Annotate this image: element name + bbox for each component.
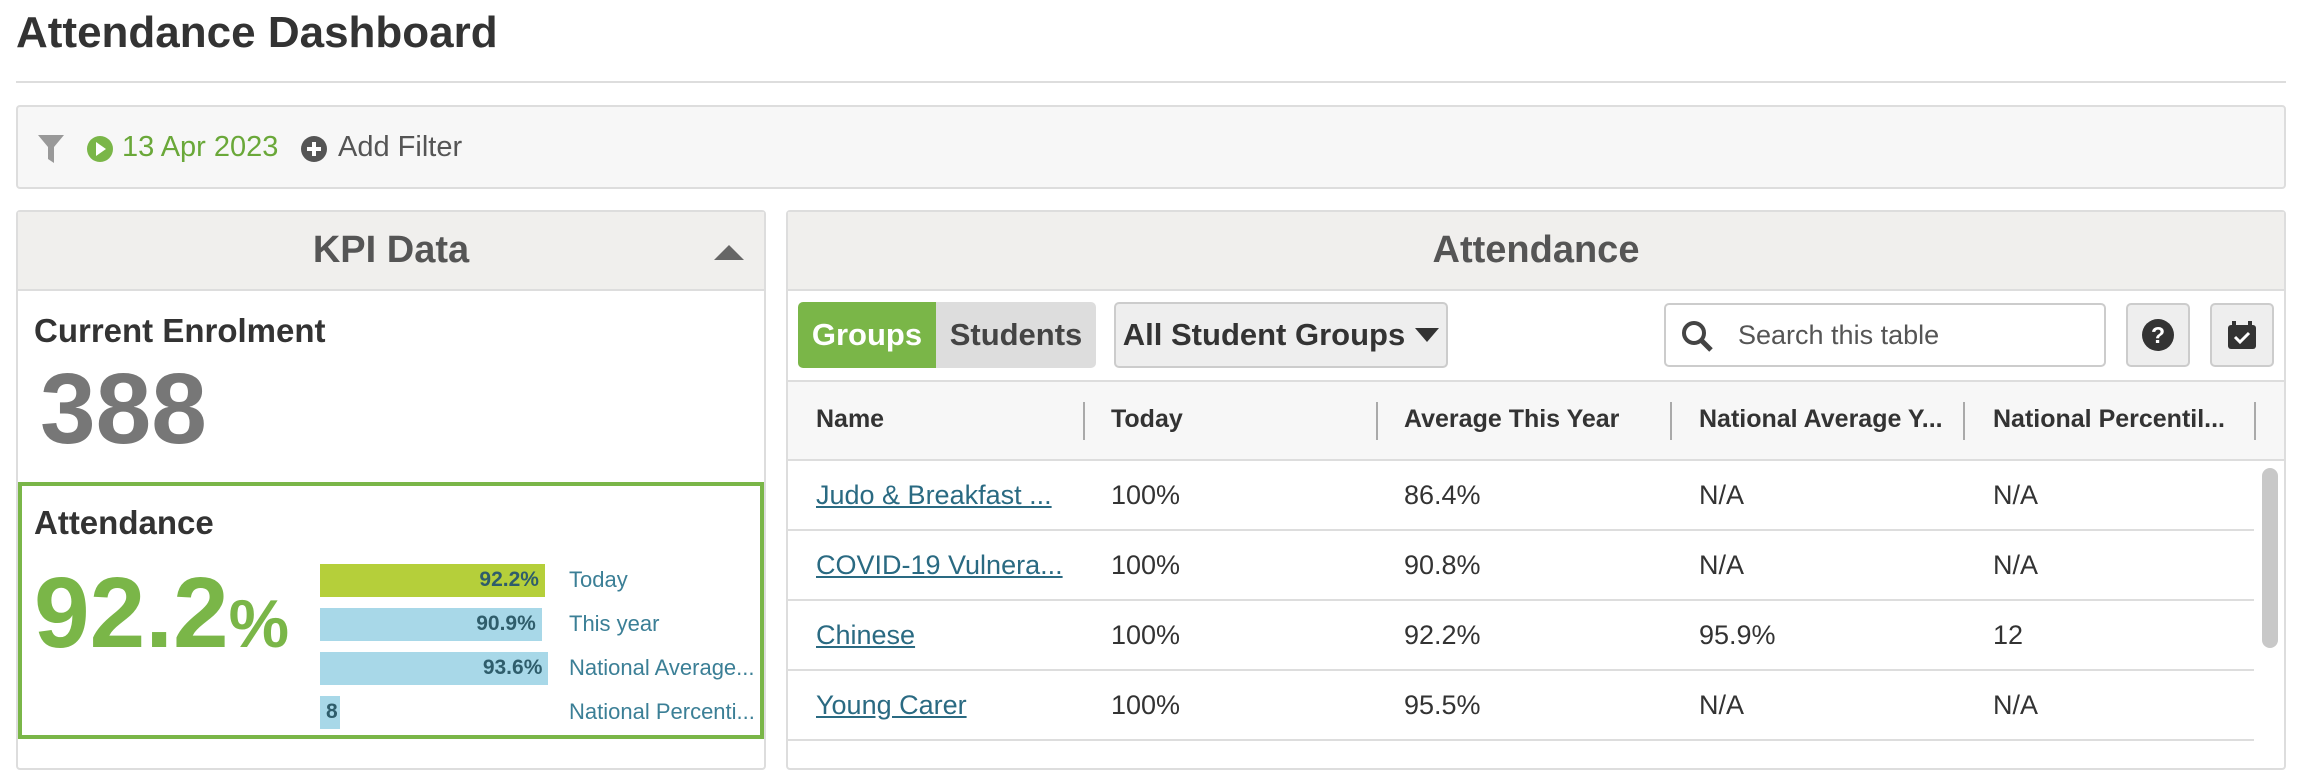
table-cell: 12 xyxy=(1993,620,2024,650)
column-separator xyxy=(2254,402,2256,440)
calendar-button[interactable] xyxy=(2210,303,2274,367)
kpi-bar-label: This year xyxy=(569,611,660,636)
svg-text:?: ? xyxy=(2151,322,2165,348)
filter-bar: 13 Apr 2023 Add Filter xyxy=(16,105,2286,189)
attendance-label: Attendance xyxy=(34,504,214,541)
table-row: COVID-19 Vulnera... 100% 90.8% N/A N/A xyxy=(788,531,2254,601)
help-button[interactable]: ? xyxy=(2126,303,2190,367)
kpi-bar-value: 8 xyxy=(326,700,338,723)
table-header: Name Today Average This Year National Avera… xyxy=(788,380,2284,461)
table-cell: 100% xyxy=(1111,480,1181,510)
table-row: Judo & Breakfast ... 100% 86.4% N/A N/A xyxy=(788,461,2254,531)
table-cell: 95.5% xyxy=(1404,690,1481,720)
kpi-bar-label: National Percenti... xyxy=(569,699,755,724)
kpi-panel: KPI Data Current Enrolment 388 Attendanc… xyxy=(16,210,766,770)
column-header[interactable]: Name xyxy=(816,405,885,433)
kpi-title: KPI Data xyxy=(312,229,470,271)
collapse-icon[interactable] xyxy=(712,242,746,262)
column-separator xyxy=(1083,402,1085,440)
kpi-bar-label: Today xyxy=(569,567,628,592)
attendance-big: 92.2% xyxy=(34,556,289,671)
students-tab[interactable]: Students xyxy=(936,302,1096,368)
enrolment-value: 388 xyxy=(40,353,207,465)
attendance-header: Attendance xyxy=(788,212,2284,291)
add-filter[interactable]: Add Filter xyxy=(338,131,463,163)
group-link[interactable]: Young Carer xyxy=(816,690,967,720)
attendance-title: Attendance xyxy=(1432,229,1640,271)
scrollbar[interactable] xyxy=(2262,468,2278,648)
column-separator xyxy=(1963,402,1965,440)
attendance-card: Attendance 92.2% 92.2% Today 90.9% This yea… xyxy=(18,482,764,739)
attendance-panel: Attendance Groups Students All Student G… xyxy=(786,210,2286,770)
groups-tab[interactable]: Groups xyxy=(798,302,936,368)
table-row: Chinese 100% 92.2% 95.9% 12 xyxy=(788,601,2254,671)
add-icon xyxy=(301,136,327,162)
attendance-value: 92.2 xyxy=(34,557,229,669)
filter-icon[interactable] xyxy=(36,133,66,165)
table-cell: N/A xyxy=(1993,480,2039,510)
table-cell: 100% xyxy=(1111,620,1181,650)
page-title: Attendance Dashboard xyxy=(16,8,498,57)
page: Attendance Dashboard 13 Apr 2023 Add Fil… xyxy=(16,8,2286,770)
filter-date[interactable]: 13 Apr 2023 xyxy=(122,131,279,163)
divider xyxy=(16,81,2286,83)
table-cell: 100% xyxy=(1111,550,1181,580)
enrolment-label: Current Enrolment xyxy=(34,312,326,349)
column-header[interactable]: National Percentil... xyxy=(1993,405,2226,433)
help-icon: ? xyxy=(2142,319,2174,351)
search-icon xyxy=(1682,321,1713,352)
table-cell: N/A xyxy=(1699,480,1745,510)
kpi-bar: 92.2% xyxy=(320,564,545,597)
group-select[interactable]: All Student Groups xyxy=(1114,302,1448,368)
group-link[interactable]: Chinese xyxy=(816,620,916,650)
calendar-icon xyxy=(2228,321,2256,349)
search-box[interactable]: Search this table xyxy=(1664,303,2106,367)
search-placeholder: Search this table xyxy=(1738,320,1940,350)
column-header[interactable]: Today xyxy=(1111,405,1183,433)
table-cell: 86.4% xyxy=(1404,480,1481,510)
kpi-bar-value: 92.2% xyxy=(479,568,539,591)
table-cell: N/A xyxy=(1993,690,2039,720)
date-icon xyxy=(87,136,113,162)
table-cell: 92.2% xyxy=(1404,620,1481,650)
attendance-unit: % xyxy=(228,586,290,662)
table-cell: 95.9% xyxy=(1699,620,1776,650)
table-body: Judo & Breakfast ... 100% 86.4% N/A N/A COVID… xyxy=(788,461,2284,781)
column-separator xyxy=(1670,402,1672,440)
kpi-bar: 90.9% xyxy=(320,608,542,641)
kpi-bar-label: National Average... xyxy=(569,655,755,680)
dropdown-caret xyxy=(1415,328,1440,342)
group-link[interactable]: COVID-19 Vulnera... xyxy=(816,550,1063,580)
column-header[interactable]: Average This Year xyxy=(1404,405,1620,433)
column-separator xyxy=(1376,402,1378,440)
group-link[interactable]: Judo & Breakfast ... xyxy=(816,480,1052,510)
table-cell: N/A xyxy=(1699,690,1745,720)
column-header[interactable]: National Average Y... xyxy=(1699,405,1943,433)
kpi-bar-value: 93.6% xyxy=(482,656,543,679)
table-cell: N/A xyxy=(1699,550,1745,580)
kpi-bar: 8 xyxy=(320,696,340,729)
table-row: Young Carer 100% 95.5% N/A N/A xyxy=(788,671,2254,741)
kpi-bar-value: 90.9% xyxy=(476,612,536,635)
kpi-header: KPI Data xyxy=(18,212,764,291)
table-cell: N/A xyxy=(1993,550,2039,580)
kpi-bar: 93.6% xyxy=(320,652,549,685)
table-cell: 90.8% xyxy=(1404,550,1481,580)
group-select-text: All Student Groups xyxy=(1122,317,1406,352)
table-cell: 100% xyxy=(1111,690,1181,720)
